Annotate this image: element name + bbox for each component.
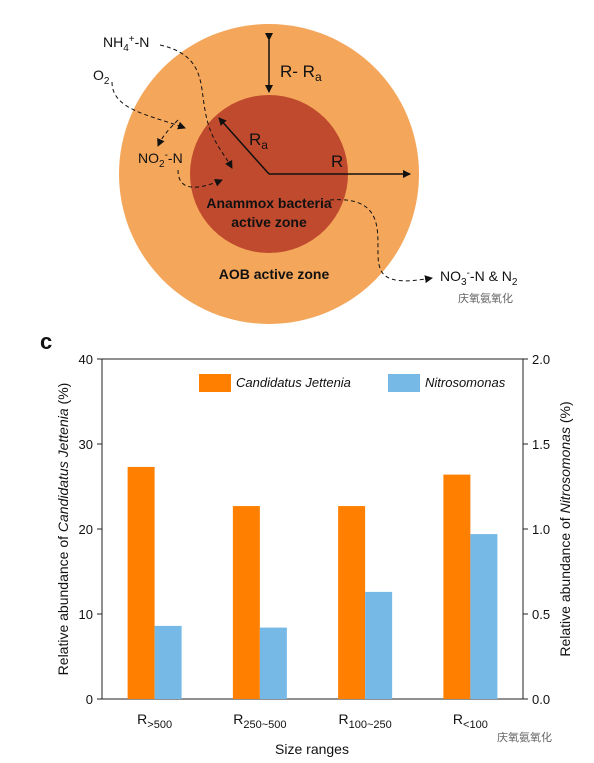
right-axis-ticks: 0.0 0.5 1.0 1.5 2.0 [523,352,550,707]
no2-up-arrow [157,119,179,147]
bar-jettenia-2 [338,506,366,699]
bar-nitrosomonas-0 [154,625,182,699]
legend: Candidatus Jettenia Nitrosomonas [199,374,506,392]
left-tick-label: 30 [79,437,93,452]
x-axis-title: Size ranges [275,741,349,757]
left-tick-label: 20 [79,522,93,537]
anammox-label-line2: active zone [231,214,307,230]
r-label: R [331,152,343,171]
bar-jettenia-1 [232,506,260,699]
chart-panel: c 0 10 20 30 40 0.0 0.5 1.0 1.5 2.0 R>500 R250~50… [40,329,573,757]
x-category-label: R>500 [137,711,172,731]
bar-nitrosomonas-1 [259,627,287,699]
panel-label: c [40,329,52,354]
x-category-label: R250~500 [233,711,286,731]
left-tick-label: 0 [86,692,93,707]
products-label: NO3--N & N2 [440,268,518,288]
legend-swatch-nitrosomonas [388,374,420,392]
right-tick-label: 0.0 [532,692,550,707]
bar-nitrosomonas-2 [365,591,393,699]
aob-zone-label: AOB active zone [219,266,330,282]
y-axis-title-right: Relative abundance of Nitrosomonas (%) [557,401,573,656]
nh4-label: NH4+-N [103,34,149,54]
nh4-flow-arrow [159,44,233,169]
legend-label-jettenia: Candidatus Jettenia [236,375,351,390]
x-category-label: R<100 [453,711,488,731]
legend-swatch-jettenia [199,374,231,392]
ra-arrow [218,117,270,175]
x-category-label: R100~250 [338,711,391,731]
bars [127,466,498,699]
x-category-labels: R>500 R250~500 R100~250 R<100 [137,711,488,731]
granule-diagram: NH4+-N O2 NO2--N R- Ra Ra R Anammox bact… [93,24,518,324]
right-tick-label: 2.0 [532,352,550,367]
legend-label-nitrosomonas: Nitrosomonas [425,375,506,390]
o2-flow-arrow [111,81,186,130]
bar-nitrosomonas-3 [470,534,498,699]
y-axis-title-left: Relative abundance of Candidatus Jetteni… [55,383,71,676]
bar-jettenia-3 [443,474,471,699]
right-tick-label: 0.5 [532,607,550,622]
o2-label: O2 [93,67,110,87]
left-axis-ticks: 0 10 20 30 40 [79,352,102,707]
left-tick-label: 10 [79,607,93,622]
bar-jettenia-0 [127,466,155,699]
no2-label: NO2--N [138,150,183,170]
no2-flow-arrow [177,169,223,188]
watermark-top: 庆氧氨氧化 [458,291,513,305]
right-tick-label: 1.5 [532,437,550,452]
anammox-label-line1: Anammox bacteria [206,195,331,211]
right-tick-label: 1.0 [532,522,550,537]
r-minus-ra-label: R- Ra [280,62,322,84]
watermark-bottom: 庆氧氨氧化 [497,730,552,744]
left-tick-label: 40 [79,352,93,367]
product-flow-arrow [329,199,433,284]
